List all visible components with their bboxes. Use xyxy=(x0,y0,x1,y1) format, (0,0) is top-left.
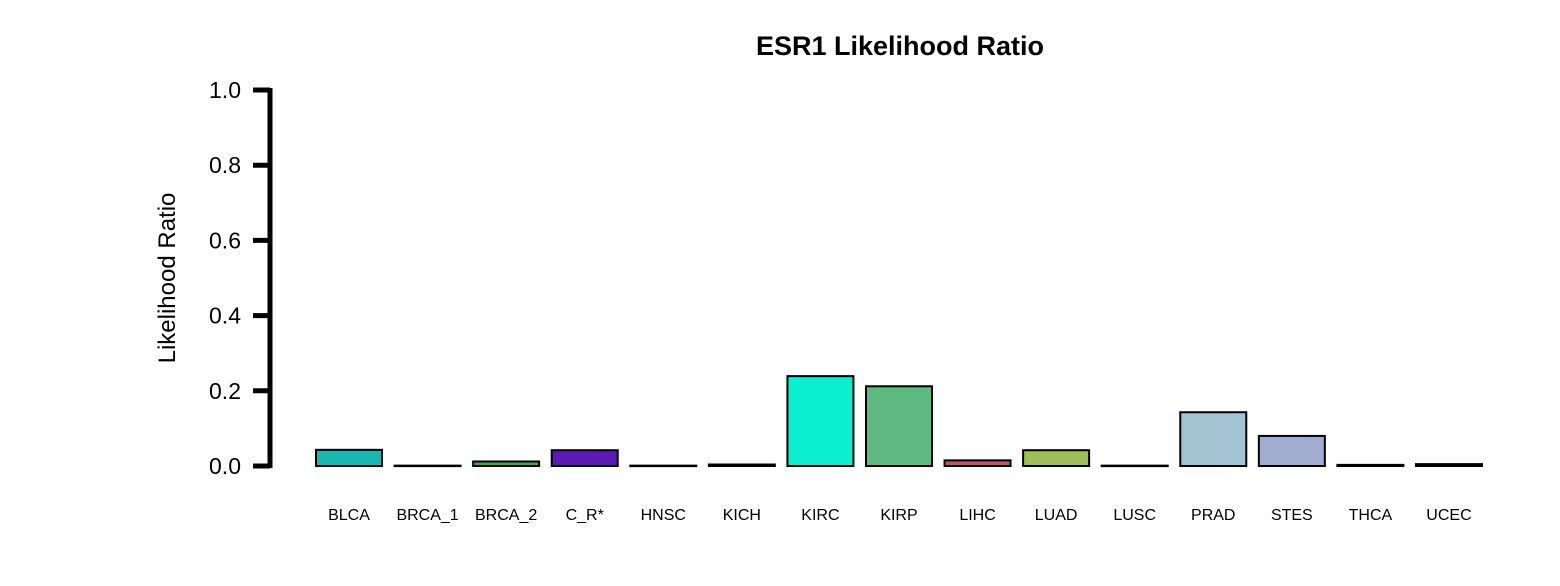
x-tick-label: HNSC xyxy=(641,507,686,524)
x-tick-label: BLCA xyxy=(328,507,370,524)
x-tick-label: C_R* xyxy=(566,507,604,524)
x-tick-label: LUAD xyxy=(1035,507,1078,524)
x-tick-label: KIRC xyxy=(801,507,839,524)
bar-stes xyxy=(1257,434,1326,468)
y-axis-label: Likelihood Ratio xyxy=(154,193,181,364)
y-axis-ticks: 0.0 0.2 0.4 0.6 0.8 1.0 xyxy=(209,77,270,479)
bar-brca-2 xyxy=(472,460,541,467)
x-tick-label: STES xyxy=(1271,507,1313,524)
x-tick-label: BRCA_2 xyxy=(475,507,537,524)
y-tick-label: 0.6 xyxy=(209,227,241,253)
y-tick-label: 1.0 xyxy=(209,77,241,103)
bar-prad xyxy=(1179,411,1248,468)
bar-thca xyxy=(1336,463,1405,467)
bar-lusc xyxy=(1100,464,1169,468)
bar-hnsc xyxy=(629,464,698,468)
bar-blca xyxy=(315,448,383,467)
x-axis-labels: BLCA BRCA_1 BRCA_2 C_R* HNSC KICH KIRC KIRP LIHC… xyxy=(328,507,1472,524)
bar-brca-1 xyxy=(393,464,462,468)
x-tick-label: UCEC xyxy=(1426,507,1471,524)
bar-ucec xyxy=(1414,463,1483,467)
x-tick-label: LUSC xyxy=(1113,507,1156,524)
bar-luad xyxy=(1022,449,1091,467)
bar-kich xyxy=(707,463,776,467)
x-tick-label: KIRP xyxy=(880,507,917,524)
y-tick-label: 0.0 xyxy=(209,453,241,479)
chart-title: ESR1 Likelihood Ratio xyxy=(756,31,1044,61)
bar-kirc xyxy=(786,375,855,468)
bar-lihc xyxy=(943,459,1012,467)
y-tick-label: 0.4 xyxy=(209,303,241,329)
y-tick-label: 0.8 xyxy=(209,152,241,178)
bar-c-r- xyxy=(550,449,619,467)
bar-kirp xyxy=(864,385,933,468)
x-tick-label: PRAD xyxy=(1191,507,1235,524)
bars xyxy=(315,375,1483,468)
x-tick-label: THCA xyxy=(1349,507,1393,524)
y-tick-label: 0.2 xyxy=(209,378,241,404)
x-tick-label: LIHC xyxy=(959,507,995,524)
x-tick-label: KICH xyxy=(723,507,761,524)
x-tick-label: BRCA_1 xyxy=(396,507,458,524)
